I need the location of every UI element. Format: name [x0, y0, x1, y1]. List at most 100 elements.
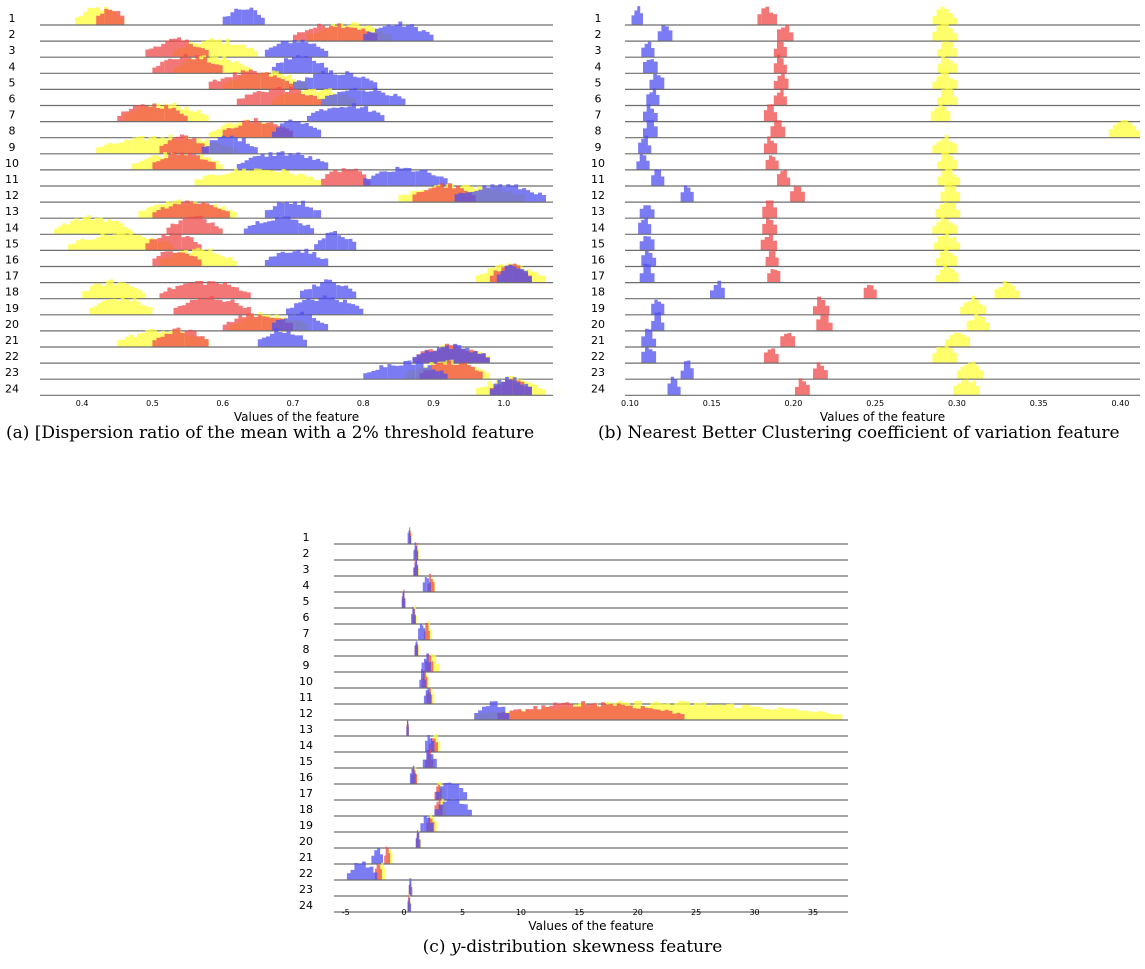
histogram-blue	[415, 830, 421, 848]
row-label: 9	[303, 659, 310, 672]
row-label: 19	[591, 302, 605, 315]
ridge-row-21: 21	[591, 328, 1140, 348]
row-label: 22	[299, 867, 313, 880]
histogram-blue	[425, 735, 435, 752]
histogram-blue	[636, 154, 650, 170]
histogram-red	[780, 333, 796, 347]
histogram-blue	[201, 135, 258, 154]
histogram-blue	[419, 669, 427, 688]
histogram-blue	[638, 217, 652, 235]
histogram-blue	[409, 765, 416, 784]
histogram-blue	[286, 295, 364, 315]
row-label: 8	[595, 125, 602, 138]
ridge-row-4: 4	[595, 54, 1140, 74]
ridge-row-18: 18	[5, 279, 553, 300]
caption-b: (b) Nearest Better Clustering coefficien…	[598, 423, 1120, 443]
ridge-row-14: 14	[591, 216, 1140, 235]
ridge-row-6: 6	[303, 605, 848, 625]
histogram-yellow	[940, 182, 961, 203]
row-label: 7	[595, 109, 602, 122]
row-label: 13	[299, 723, 313, 736]
row-label: 17	[591, 270, 605, 283]
histogram-red	[764, 104, 778, 122]
histogram-yellow	[935, 264, 959, 283]
ridge-row-5: 5	[595, 70, 1140, 91]
row-label: 9	[9, 141, 16, 154]
x-tick-label: 35	[808, 908, 818, 917]
histogram-blue	[307, 103, 385, 122]
ridge-row-22: 22	[5, 343, 553, 364]
histogram-blue	[435, 782, 468, 800]
histogram-yellow	[932, 134, 957, 154]
histogram-red	[96, 8, 125, 25]
histogram-blue	[641, 41, 655, 58]
histogram-blue	[321, 87, 406, 106]
ridge-row-4: 4	[303, 573, 848, 593]
row-label: 22	[591, 350, 605, 363]
histogram-red	[159, 134, 209, 154]
row-label: 7	[303, 627, 310, 640]
histogram-yellow	[937, 151, 957, 170]
histogram-red	[236, 86, 322, 106]
histogram-red	[497, 701, 685, 720]
row-label: 12	[299, 707, 313, 720]
row-label: 16	[5, 254, 19, 267]
row-label: 11	[591, 173, 605, 186]
ridge-row-4: 4	[9, 53, 553, 74]
row-label: 3	[595, 44, 602, 57]
histogram-red	[152, 327, 209, 347]
x-tick-label: 0.9	[427, 399, 440, 408]
ridge-row-21: 21	[5, 327, 553, 348]
histogram-red	[773, 88, 787, 106]
histogram-blue	[414, 640, 419, 656]
histogram-blue	[300, 279, 357, 299]
x-tick-label: 0.15	[703, 399, 721, 408]
x-axis-label: Values of the feature	[234, 410, 359, 424]
histogram-red	[795, 378, 810, 396]
row-label: 11	[299, 691, 313, 704]
ridge-row-11: 11	[591, 167, 1140, 187]
x-tick-label: 0.4	[76, 399, 89, 408]
row-label: 11	[5, 173, 19, 186]
histogram-blue	[646, 88, 660, 106]
caption-c-variable: y	[450, 937, 461, 957]
row-label: 17	[299, 787, 313, 800]
histogram-red	[777, 24, 794, 42]
ridge-row-3: 3	[303, 557, 848, 577]
histogram-blue	[649, 73, 665, 90]
ridge-row-22: 22	[299, 861, 848, 881]
ridge-row-8: 8	[595, 120, 1140, 139]
row-label: 23	[299, 883, 313, 896]
histogram-blue	[454, 184, 546, 203]
histogram-blue	[643, 104, 658, 122]
histogram-blue	[363, 166, 448, 186]
row-label: 7	[9, 109, 16, 122]
ridge-row-11: 11	[299, 688, 848, 705]
histogram-blue	[710, 280, 725, 299]
x-axis-label: Values of the feature	[820, 410, 945, 424]
histogram-red	[765, 249, 779, 267]
ridge-row-17: 17	[591, 263, 1140, 284]
ridge-row-8: 8	[303, 639, 848, 657]
ridge-row-23: 23	[299, 877, 848, 897]
histogram-red	[813, 296, 830, 315]
histogram-red	[790, 186, 805, 203]
row-label: 16	[299, 771, 313, 784]
ridge-row-5: 5	[303, 589, 848, 609]
row-label: 5	[303, 595, 310, 608]
histogram-blue	[236, 151, 329, 170]
ridge-row-20: 20	[5, 311, 553, 332]
histogram-red	[117, 103, 188, 122]
histogram-blue	[638, 135, 652, 154]
row-label: 19	[299, 819, 313, 832]
x-tick-label: -5	[342, 908, 350, 917]
row-label: 2	[303, 547, 310, 560]
histogram-blue	[413, 542, 419, 560]
histogram-blue	[243, 216, 315, 235]
x-tick-label: 0.20	[784, 399, 802, 408]
histogram-blue	[641, 251, 657, 267]
x-tick-label: 5	[460, 908, 465, 917]
histogram-blue	[423, 688, 431, 704]
histogram-blue	[406, 719, 409, 736]
